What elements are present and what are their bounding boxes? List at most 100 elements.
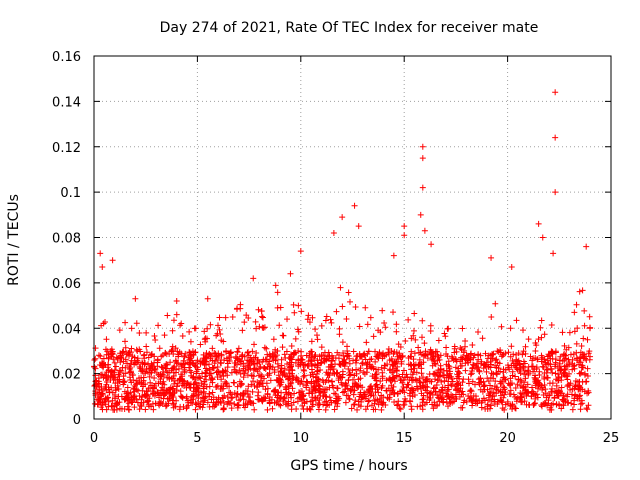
data-point bbox=[515, 376, 522, 383]
data-point bbox=[457, 362, 464, 369]
data-point bbox=[298, 348, 305, 355]
data-point bbox=[576, 355, 583, 362]
data-point bbox=[311, 382, 318, 389]
data-point bbox=[195, 391, 202, 398]
data-point bbox=[508, 263, 515, 270]
data-point bbox=[131, 404, 138, 411]
data-point bbox=[313, 378, 320, 385]
data-point bbox=[167, 391, 174, 398]
data-point bbox=[577, 406, 584, 413]
data-point bbox=[441, 372, 448, 379]
data-point bbox=[119, 364, 126, 371]
data-point bbox=[390, 252, 397, 259]
data-point bbox=[571, 362, 578, 369]
data-point bbox=[174, 348, 181, 355]
data-point bbox=[545, 360, 552, 367]
data-point bbox=[255, 396, 262, 403]
data-point bbox=[384, 361, 391, 368]
data-point bbox=[98, 322, 105, 329]
data-point bbox=[390, 383, 397, 390]
data-point bbox=[154, 359, 161, 366]
data-point bbox=[186, 349, 193, 356]
data-point bbox=[507, 375, 514, 382]
data-point bbox=[445, 362, 452, 369]
data-point bbox=[548, 406, 555, 413]
data-point bbox=[120, 381, 127, 388]
data-point bbox=[206, 390, 213, 397]
data-point bbox=[453, 396, 460, 403]
data-point bbox=[549, 355, 556, 362]
data-point bbox=[393, 373, 400, 380]
data-point bbox=[302, 361, 309, 368]
data-point bbox=[504, 398, 511, 405]
data-point bbox=[472, 398, 479, 405]
data-point bbox=[346, 360, 353, 367]
data-point bbox=[280, 398, 287, 405]
data-point bbox=[171, 377, 178, 384]
data-point bbox=[513, 317, 520, 324]
data-point bbox=[207, 370, 214, 377]
data-point bbox=[136, 363, 143, 370]
data-point bbox=[250, 354, 257, 361]
data-point bbox=[359, 384, 366, 391]
data-point bbox=[173, 397, 180, 404]
data-point bbox=[102, 319, 109, 326]
data-point bbox=[137, 348, 144, 355]
data-point bbox=[375, 327, 382, 334]
data-point bbox=[393, 349, 400, 356]
data-point bbox=[146, 373, 153, 380]
data-point bbox=[197, 341, 204, 348]
data-point bbox=[111, 369, 118, 376]
data-point bbox=[487, 364, 494, 371]
data-point bbox=[541, 375, 548, 382]
data-point bbox=[207, 321, 214, 328]
data-point bbox=[524, 388, 531, 395]
data-point bbox=[505, 349, 512, 356]
data-point bbox=[497, 380, 504, 387]
data-point bbox=[169, 346, 176, 353]
data-point bbox=[204, 367, 211, 374]
data-point bbox=[308, 380, 315, 387]
data-point bbox=[218, 382, 225, 389]
data-point bbox=[130, 396, 137, 403]
data-point bbox=[519, 351, 526, 358]
data-point bbox=[456, 387, 463, 394]
data-point bbox=[357, 375, 364, 382]
data-point bbox=[544, 353, 551, 360]
data-point bbox=[339, 389, 346, 396]
data-point bbox=[569, 406, 576, 413]
data-point bbox=[378, 385, 385, 392]
data-point bbox=[581, 371, 588, 378]
data-point bbox=[237, 358, 244, 365]
data-point bbox=[145, 398, 152, 405]
data-point bbox=[339, 339, 346, 346]
data-point bbox=[278, 368, 285, 375]
data-point bbox=[427, 328, 434, 335]
data-point bbox=[318, 344, 325, 351]
data-point bbox=[499, 399, 506, 406]
data-point bbox=[266, 363, 273, 370]
data-point bbox=[145, 385, 152, 392]
data-point bbox=[300, 366, 307, 373]
data-point bbox=[571, 328, 578, 335]
data-point bbox=[477, 352, 484, 359]
data-point bbox=[187, 338, 194, 345]
data-point bbox=[556, 367, 563, 374]
data-point bbox=[345, 392, 352, 399]
data-point bbox=[295, 389, 302, 396]
data-point bbox=[139, 387, 146, 394]
data-point bbox=[261, 395, 268, 402]
data-point bbox=[419, 155, 426, 162]
data-point bbox=[261, 365, 268, 372]
data-point bbox=[442, 333, 449, 340]
data-point bbox=[228, 354, 235, 361]
data-point bbox=[351, 387, 358, 394]
data-point bbox=[400, 367, 407, 374]
data-point bbox=[291, 309, 298, 316]
data-point bbox=[382, 324, 389, 331]
data-point bbox=[421, 340, 428, 347]
data-point bbox=[169, 327, 176, 334]
data-point bbox=[163, 402, 170, 409]
data-point bbox=[343, 353, 350, 360]
data-point bbox=[548, 321, 555, 328]
